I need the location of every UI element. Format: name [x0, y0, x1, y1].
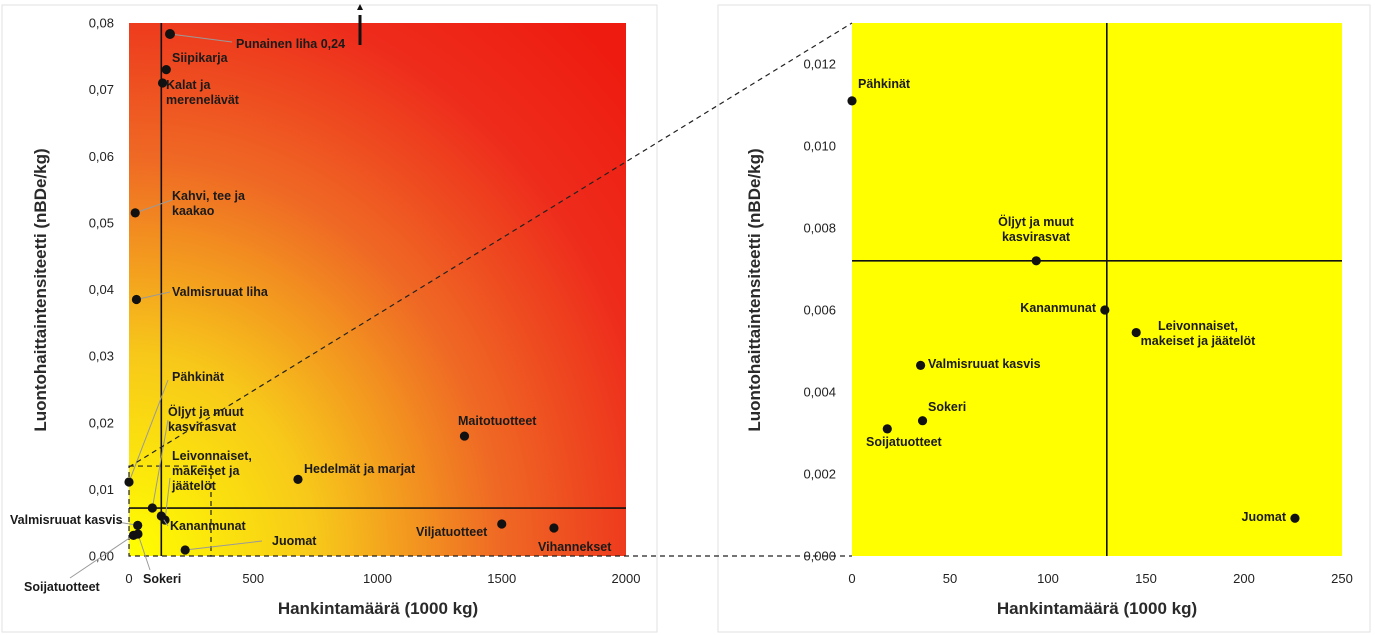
left-y-axis-title: Luontohaittaintensiteetti (nBDe/kg) [31, 148, 50, 431]
left-y-tick-label: 0,06 [89, 149, 114, 164]
data-label: Juomat [272, 534, 317, 548]
right-x-tick-label: 0 [848, 571, 855, 586]
data-point [157, 78, 168, 88]
leader-line [137, 533, 151, 571]
right-panel-frame [717, 4, 1371, 633]
data-point [133, 529, 143, 539]
left-y-tick-label: 0,07 [89, 82, 114, 97]
left-x-tick-label: 0 [125, 571, 132, 586]
left-y-tick-label: 0,04 [89, 282, 114, 297]
left-x-tick-label: 1000 [363, 571, 392, 586]
left-y-tick-label: 0,01 [89, 482, 114, 497]
red-meat-annotation: Punainen liha 0,24 [236, 37, 345, 51]
data-label: Leivonnaiset, makeiset ja jäätelöt [171, 449, 252, 493]
data-label: Kalat ja merenelävät [166, 78, 240, 107]
data-label: Valmisruuat liha [172, 285, 269, 299]
data-point [161, 65, 171, 75]
left-x-tick-label: 500 [242, 571, 264, 586]
right-y-tick-label: 0,000 [803, 549, 836, 564]
data-point [459, 431, 470, 441]
left-y-tick-label: 0,05 [89, 215, 114, 230]
right-chart: 0 50 100 150 200 250 0,000 0,002 0,004 0,006 0,008… [803, 23, 1353, 586]
right-x-tick-label: 100 [1037, 571, 1059, 586]
data-label: Valmisruuat kasvis [928, 357, 1041, 371]
left-plot-area [129, 23, 626, 556]
data-label: Siipikarja [172, 51, 229, 65]
data-label: Sokeri [928, 400, 966, 414]
left-x-tick-label: 1500 [487, 571, 516, 586]
leader-line [135, 199, 173, 214]
data-label: Soijatuotteet [24, 580, 101, 594]
data-point [156, 511, 166, 521]
data-point [1131, 327, 1141, 338]
data-label: Öljyt ja muut kasvirasvat [998, 214, 1075, 244]
data-label: Sokeri [143, 572, 181, 586]
left-chart: 0 500 1000 1500 20000,000,010,020,030,040,05… [10, 4, 640, 594]
data-point [1031, 256, 1041, 266]
right-y-tick-label: 0,002 [803, 467, 836, 482]
data-point [1100, 305, 1110, 315]
data-point [847, 96, 857, 106]
right-x-tick-label: 200 [1233, 571, 1255, 586]
data-point [124, 477, 134, 487]
leader-line [136, 291, 171, 300]
left-y-tick-label: 0,03 [89, 349, 114, 364]
leader-line [185, 540, 263, 551]
data-label: Kananmunat [170, 519, 247, 533]
data-label: Pähkinät [172, 370, 225, 384]
leader-line [169, 33, 233, 43]
data-point [165, 29, 175, 39]
data-point [131, 294, 142, 305]
data-point [293, 474, 303, 484]
right-x-tick-label: 250 [1331, 571, 1353, 586]
data-point [130, 208, 140, 218]
left-y-tick-label: 0,02 [89, 415, 114, 430]
data-point [133, 520, 143, 530]
data-point [549, 523, 559, 533]
zoom-box [128, 465, 212, 557]
leader-line [164, 477, 171, 521]
right-x-axis-title: Hankintamäärä (1000 kg) [997, 599, 1197, 618]
data-label: Öljyt ja muut kasvirasvat [168, 404, 245, 434]
data-label: Pähkinät [858, 77, 911, 91]
right-y-tick-label: 0,012 [803, 57, 836, 72]
data-label: Kahvi, tee ja kaakao [172, 189, 246, 218]
red-meat-arrow-icon [357, 4, 363, 10]
data-point [497, 519, 507, 529]
data-point [882, 424, 892, 434]
data-label: Soijatuotteet [866, 435, 943, 449]
right-y-axis-title: Luontohaittaintensiteetti (nBDe/kg) [745, 148, 764, 431]
data-point [916, 360, 926, 370]
right-plot-area [852, 23, 1342, 556]
data-label: Juomat [1242, 510, 1287, 524]
right-y-tick-label: 0,008 [803, 221, 836, 236]
right-x-tick-label: 50 [943, 571, 957, 586]
leader-line [69, 534, 134, 579]
right-y-tick-label: 0,010 [803, 139, 836, 154]
data-label: Kananmunat [1020, 301, 1097, 315]
right-y-tick-label: 0,006 [803, 303, 836, 318]
data-label: Hedelmät ja marjat [304, 462, 416, 476]
data-point [180, 545, 190, 555]
left-y-tick-label: 0,08 [89, 16, 114, 31]
data-label: Valmisruuat kasvis [10, 513, 123, 527]
left-x-tick-label: 2000 [612, 571, 641, 586]
data-label: Viljatuotteet [416, 525, 488, 539]
data-point [917, 416, 928, 426]
leader-line [151, 419, 169, 509]
leader-line [128, 379, 169, 483]
data-point [147, 503, 157, 513]
data-label: Maitotuotteet [458, 414, 537, 428]
data-label: Leivonnaiset, makeiset ja jäätelöt [1141, 319, 1256, 348]
data-point [1290, 513, 1300, 523]
data-label: Vihannekset [538, 540, 612, 554]
right-x-tick-label: 150 [1135, 571, 1157, 586]
left-panel-frame [1, 4, 658, 633]
left-x-axis-title: Hankintamäärä (1000 kg) [278, 599, 478, 618]
zoom-connector-top [128, 22, 853, 468]
right-y-tick-label: 0,004 [803, 385, 836, 400]
